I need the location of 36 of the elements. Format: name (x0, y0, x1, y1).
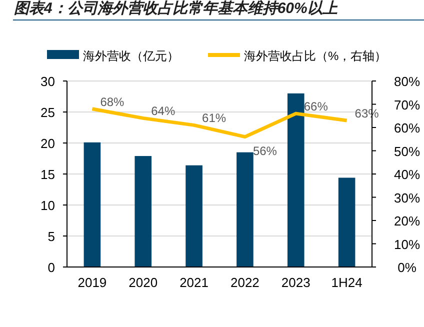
x-tick-label: 2019 (78, 275, 107, 290)
data-label: 61% (202, 111, 226, 126)
bar (236, 152, 254, 267)
bar (134, 156, 152, 267)
bar (186, 165, 202, 267)
bar (287, 93, 304, 267)
y2-tick-label: 10% (394, 236, 420, 252)
y-tick-label: 0 (48, 260, 55, 275)
x-tick-label: 2020 (128, 275, 158, 290)
y2-tick-label: 30% (394, 190, 420, 206)
legend-label: 海外营收（亿元） (83, 49, 179, 63)
x-tick-label: 2022 (230, 275, 260, 290)
y-tick-label: 20 (40, 136, 55, 151)
y-tick-label: 5 (48, 229, 55, 244)
y-tick-label: 15 (40, 167, 55, 182)
y2-tick-label: 0% (398, 260, 417, 275)
bar (84, 142, 101, 267)
x-tick-label: 2023 (281, 275, 310, 290)
data-label: 64% (151, 104, 176, 118)
bar (338, 178, 356, 267)
y2-tick-label: 50% (394, 144, 420, 159)
y2-tick-label: 60% (394, 120, 420, 136)
y2-tick-label: 20% (394, 214, 420, 228)
y-tick-label: 25 (40, 105, 55, 120)
data-label: 56% (252, 144, 278, 158)
y2-tick-label: 80% (394, 74, 420, 89)
y2-tick-label: 40% (394, 167, 420, 182)
data-label: 68% (100, 94, 125, 109)
data-label: 66% (304, 100, 328, 114)
chart-title: 图表4：公司海外营收占比常年基本维持60%以上 (14, 0, 338, 17)
y-tick-label: 10 (40, 198, 55, 213)
x-tick-label: 1H24 (331, 275, 362, 290)
x-tick-label: 2021 (180, 275, 208, 290)
y-tick-label: 30 (40, 74, 55, 89)
legend-label: 海外营收占比（%，右轴） (244, 49, 387, 63)
y2-tick-label: 70% (394, 97, 420, 112)
